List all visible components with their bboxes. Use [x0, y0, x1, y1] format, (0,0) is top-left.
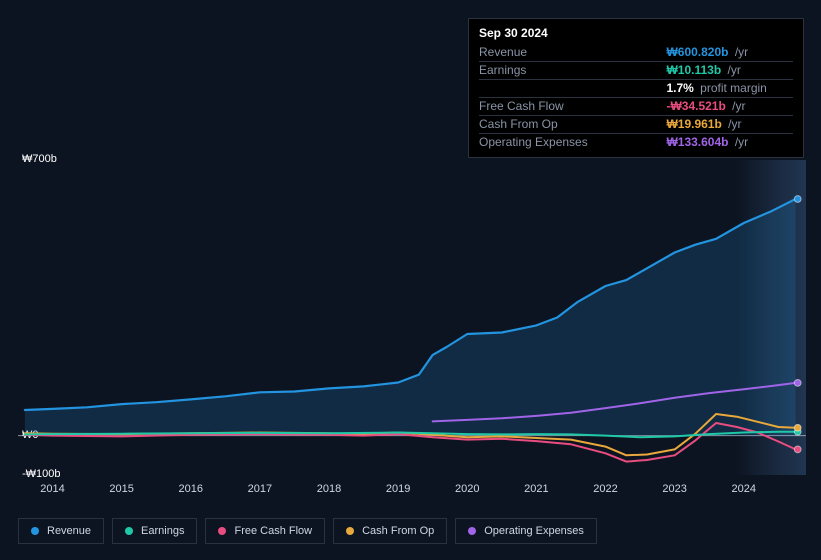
legend-label: Cash From Op [362, 525, 434, 537]
x-axis-tick: 2018 [317, 483, 341, 495]
x-axis: 2014 2015 2016 2017 2018 2019 2020 2021 2022 2023… [18, 483, 806, 501]
x-axis-tick: 2022 [593, 483, 617, 495]
tooltip-row-label: Earnings [479, 62, 666, 80]
legend-dot-icon [31, 527, 39, 535]
legend-item[interactable]: Free Cash Flow [205, 518, 325, 544]
x-axis-tick: 2019 [386, 483, 410, 495]
chart-tooltip: Sep 30 2024 Revenue₩600.820b /yrEarnings… [468, 18, 804, 158]
legend-dot-icon [125, 527, 133, 535]
tooltip-row-value: -₩34.521b /yr [666, 98, 793, 116]
legend-label: Revenue [47, 525, 91, 537]
tooltip-row-value: ₩19.961b /yr [666, 116, 793, 134]
legend-label: Operating Expenses [484, 525, 584, 537]
x-axis-tick: 2021 [524, 483, 548, 495]
tooltip-row-value: 1.7% profit margin [666, 80, 793, 98]
tooltip-row-label [479, 80, 666, 98]
tooltip-row-value: ₩600.820b /yr [666, 44, 793, 62]
legend-dot-icon [218, 527, 226, 535]
tooltip-row-label: Operating Expenses [479, 134, 666, 152]
chart-legend: Revenue Earnings Free Cash Flow Cash From O… [18, 518, 597, 544]
legend-item[interactable]: Cash From Op [333, 518, 447, 544]
legend-label: Free Cash Flow [234, 525, 312, 537]
tooltip-row-value: ₩133.604b /yr [666, 134, 793, 152]
tooltip-row-value: ₩10.113b /yr [666, 62, 793, 80]
x-axis-tick: 2017 [248, 483, 272, 495]
x-axis-tick: 2016 [179, 483, 203, 495]
x-axis-tick: 2024 [732, 483, 756, 495]
x-axis-tick: 2015 [109, 483, 133, 495]
tooltip-table: Revenue₩600.820b /yrEarnings₩10.113b /yr… [479, 44, 793, 151]
legend-label: Earnings [141, 525, 184, 537]
legend-item[interactable]: Earnings [112, 518, 197, 544]
tooltip-row-label: Free Cash Flow [479, 98, 666, 116]
legend-item[interactable]: Revenue [18, 518, 104, 544]
legend-dot-icon [468, 527, 476, 535]
tooltip-row-label: Cash From Op [479, 116, 666, 134]
legend-dot-icon [346, 527, 354, 535]
legend-item[interactable]: Operating Expenses [455, 518, 597, 544]
financial-chart[interactable] [18, 160, 806, 475]
tooltip-date: Sep 30 2024 [479, 25, 793, 44]
x-axis-tick: 2014 [40, 483, 64, 495]
x-axis-tick: 2023 [662, 483, 686, 495]
tooltip-row-label: Revenue [479, 44, 666, 62]
x-axis-tick: 2020 [455, 483, 479, 495]
